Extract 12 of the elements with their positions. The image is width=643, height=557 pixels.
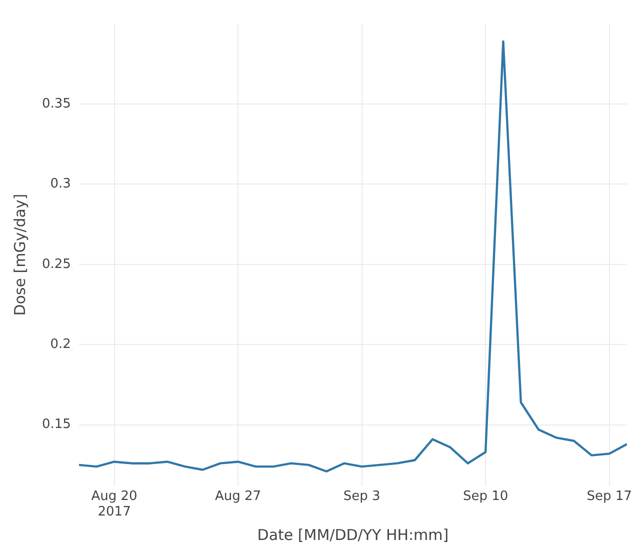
y-tick-label: 0.25 [42,256,71,272]
y-tick-label: 0.35 [42,96,71,112]
x-axis-title: Date [MM/DD/YY HH:mm] [257,526,449,544]
y-tick-label: 0.3 [50,176,71,192]
x-tick-label: Aug 27 [215,488,262,504]
x-tick-label: Sep 10 [462,488,508,504]
x-tick-label: Sep 17 [586,488,632,504]
y-axis-title: Dose [mGy/day] [10,194,29,316]
x-tick-label: Sep 3 [343,488,380,504]
y-tick-label: 0.15 [42,417,71,432]
x-tick-label: Aug 20 2017 [91,488,138,520]
y-tick-label: 0.2 [50,337,71,352]
